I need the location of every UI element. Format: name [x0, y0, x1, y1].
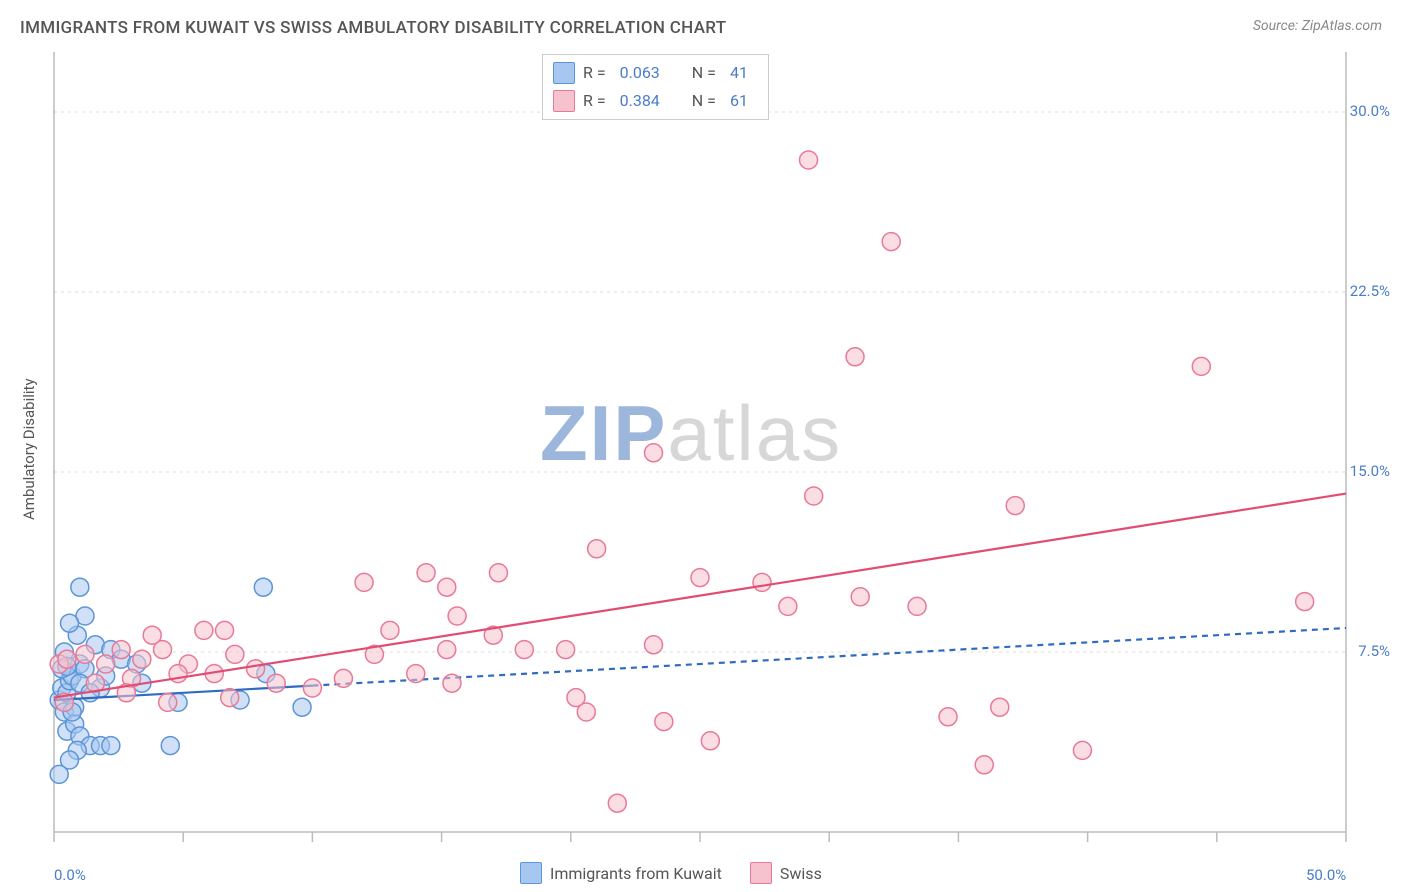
n-label-kuwait: N =	[692, 59, 716, 87]
scatter-point-swiss	[1073, 741, 1091, 759]
legend-label-swiss: Swiss	[780, 864, 822, 883]
scatter-point-swiss	[443, 674, 461, 692]
scatter-point-swiss	[58, 650, 76, 668]
scatter-point-swiss	[226, 645, 244, 663]
scatter-point-swiss	[1296, 593, 1314, 611]
scatter-point-swiss	[908, 597, 926, 615]
scatter-point-swiss	[143, 626, 161, 644]
scatter-point-swiss	[975, 756, 993, 774]
r-label-swiss: R =	[583, 87, 606, 115]
scatter-point-swiss	[851, 588, 869, 606]
scatter-point-swiss	[97, 655, 115, 673]
legend-swatch-swiss	[750, 862, 772, 884]
scatter-point-kuwait	[71, 578, 89, 596]
scatter-point-swiss	[303, 679, 321, 697]
scatter-point-swiss	[701, 732, 719, 750]
scatter-point-swiss	[1006, 497, 1024, 515]
legend-item-kuwait: Immigrants from Kuwait	[520, 862, 722, 884]
scatter-point-swiss	[407, 665, 425, 683]
scatter-point-swiss	[159, 693, 177, 711]
scatter-point-swiss	[417, 564, 435, 582]
scatter-point-swiss	[438, 578, 456, 596]
scatter-point-swiss	[334, 669, 352, 687]
r-label-kuwait: R =	[583, 59, 606, 87]
scatter-point-swiss	[779, 597, 797, 615]
scatter-point-swiss	[991, 698, 1009, 716]
scatter-point-swiss	[805, 487, 823, 505]
scatter-point-kuwait	[102, 737, 120, 755]
scatter-point-swiss	[655, 713, 673, 731]
n-value-kuwait: 41	[730, 59, 748, 87]
scatter-point-swiss	[133, 650, 151, 668]
trendline-swiss	[54, 494, 1346, 698]
scatter-point-kuwait	[61, 614, 79, 632]
swatch-kuwait	[553, 62, 575, 84]
scatter-point-swiss	[577, 703, 595, 721]
ytick-label: 22.5%	[1350, 282, 1390, 300]
scatter-point-swiss	[588, 540, 606, 558]
scatter-point-swiss	[644, 636, 662, 654]
r-value-swiss: 0.384	[620, 87, 660, 115]
scatter-point-swiss	[195, 621, 213, 639]
scatter-point-swiss	[515, 641, 533, 659]
scatter-point-swiss	[557, 641, 575, 659]
stats-row-swiss: R = 0.384 N = 61	[553, 87, 754, 115]
stats-row-kuwait: R = 0.063 N = 41	[553, 59, 754, 87]
scatter-point-swiss	[267, 674, 285, 692]
scatter-point-swiss	[448, 607, 466, 625]
scatter-point-swiss	[76, 645, 94, 663]
scatter-point-kuwait	[50, 765, 68, 783]
stats-legend: R = 0.063 N = 41 R = 0.384 N = 61	[542, 54, 769, 120]
r-value-kuwait: 0.063	[620, 59, 660, 87]
ytick-label: 30.0%	[1350, 102, 1390, 120]
scatter-point-swiss	[438, 641, 456, 659]
xtick-label: 50.0%	[1306, 866, 1346, 884]
n-label-swiss: N =	[692, 87, 716, 115]
scatter-point-kuwait	[254, 578, 272, 596]
scatter-point-swiss	[753, 573, 771, 591]
scatter-point-swiss	[846, 348, 864, 366]
ytick-label: 15.0%	[1350, 462, 1390, 480]
ytick-label: 7.5%	[1358, 642, 1390, 660]
scatter-point-swiss	[247, 660, 265, 678]
swatch-swiss	[553, 90, 575, 112]
legend-item-swiss: Swiss	[750, 862, 822, 884]
scatter-point-swiss	[489, 564, 507, 582]
legend-swatch-kuwait	[520, 862, 542, 884]
scatter-point-swiss	[355, 573, 373, 591]
legend-label-kuwait: Immigrants from Kuwait	[550, 864, 722, 883]
scatter-point-swiss	[644, 444, 662, 462]
scatter-point-swiss	[221, 689, 239, 707]
scatter-point-swiss	[112, 641, 130, 659]
scatter-point-swiss	[216, 621, 234, 639]
scatter-point-swiss	[882, 233, 900, 251]
scatter-point-swiss	[608, 794, 626, 812]
scatter-plot-svg	[0, 0, 1406, 892]
chart-container: IMMIGRANTS FROM KUWAIT VS SWISS AMBULATO…	[0, 0, 1406, 892]
scatter-point-swiss	[939, 708, 957, 726]
scatter-point-swiss	[691, 569, 709, 587]
scatter-point-kuwait	[161, 737, 179, 755]
scatter-point-swiss	[1192, 357, 1210, 375]
scatter-point-swiss	[800, 151, 818, 169]
scatter-point-kuwait	[293, 698, 311, 716]
scatter-point-swiss	[381, 621, 399, 639]
xtick-label: 0.0%	[54, 866, 86, 884]
n-value-swiss: 61	[730, 87, 748, 115]
trendline-kuwait-dashed	[312, 628, 1346, 686]
series-legend: Immigrants from Kuwait Swiss	[520, 862, 822, 884]
